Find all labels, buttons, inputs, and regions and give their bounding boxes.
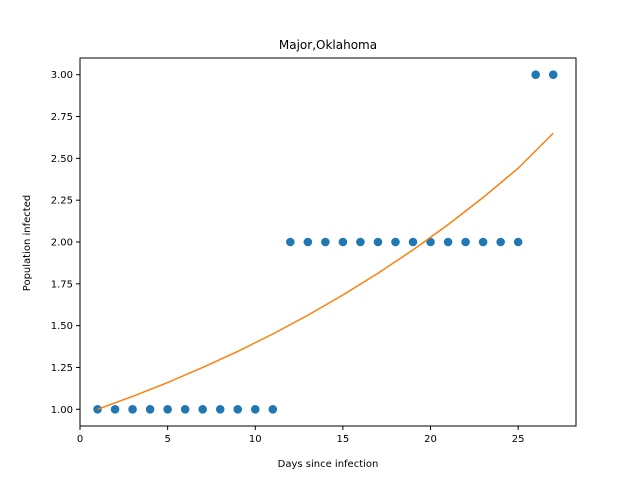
data-point [321,237,330,247]
y-axis-label: Population infected [22,195,33,291]
data-point [373,237,383,247]
y-tick-label: 1.00 [51,405,73,416]
data-point [548,70,558,80]
x-tick-label: 0 [77,434,83,445]
data-point [461,237,470,247]
data-point [215,404,225,414]
data-point [443,237,453,247]
x-tick-label: 25 [512,434,525,445]
data-point [478,237,488,247]
y-tick-label: 2.50 [51,154,73,165]
data-point [93,404,102,414]
data-point [338,237,348,247]
data-point [513,237,523,247]
data-point [128,404,137,414]
data-point [163,404,172,414]
data-point [145,404,155,414]
data-point [356,237,365,247]
y-tick-label: 2.25 [51,196,73,207]
x-axis-label: Days since infection [278,459,379,470]
y-tick-label: 1.75 [51,279,73,290]
y-tick-label: 2.00 [51,238,73,249]
x-tick-label: 20 [424,434,437,445]
chart-title: Major,Oklahoma [279,38,377,52]
data-point [391,237,400,247]
y-tick-label: 3.00 [51,70,73,81]
data-point [303,237,313,247]
x-tick-label: 15 [337,434,350,445]
y-tick-label: 2.75 [51,112,73,123]
data-point [408,237,418,247]
data-point [198,404,207,414]
fit-line [97,132,554,410]
data-point [180,404,190,414]
data-point [426,237,435,247]
data-point [250,404,260,414]
y-tick-label: 1.50 [51,321,73,332]
data-point [531,70,540,80]
data-point [496,237,505,247]
data-point [110,404,120,414]
data-point [233,404,243,414]
x-tick-label: 5 [164,434,170,445]
x-tick-label: 10 [249,434,262,445]
data-point [268,404,278,414]
plot-area: 0 5 10 15 20 25 1.00 1.25 1.50 1.75 2.00 2.25 2.50 2.… [51,57,577,445]
data-point [286,237,295,247]
y-tick-label: 1.25 [51,363,73,374]
